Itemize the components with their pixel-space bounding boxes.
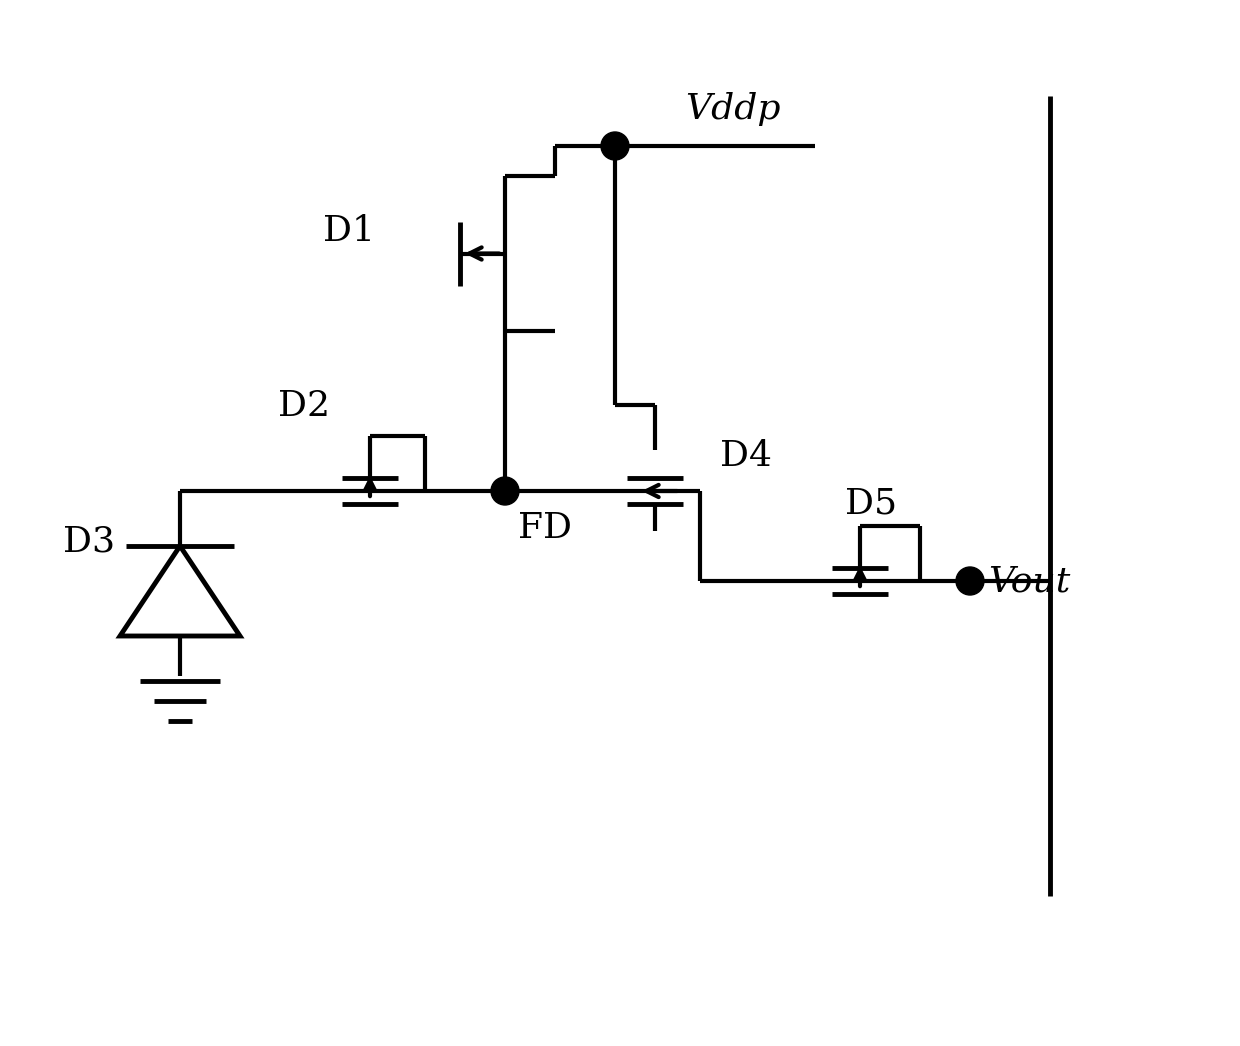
- Circle shape: [956, 567, 985, 595]
- Text: FD: FD: [518, 511, 572, 545]
- Circle shape: [601, 132, 629, 160]
- Text: D4: D4: [720, 439, 773, 473]
- Text: D3: D3: [63, 524, 115, 558]
- Circle shape: [491, 477, 520, 505]
- Text: D5: D5: [844, 487, 897, 521]
- Text: Vout: Vout: [988, 564, 1070, 598]
- Text: D1: D1: [322, 214, 374, 248]
- Text: Vddp: Vddp: [684, 92, 780, 126]
- Text: D2: D2: [278, 389, 330, 423]
